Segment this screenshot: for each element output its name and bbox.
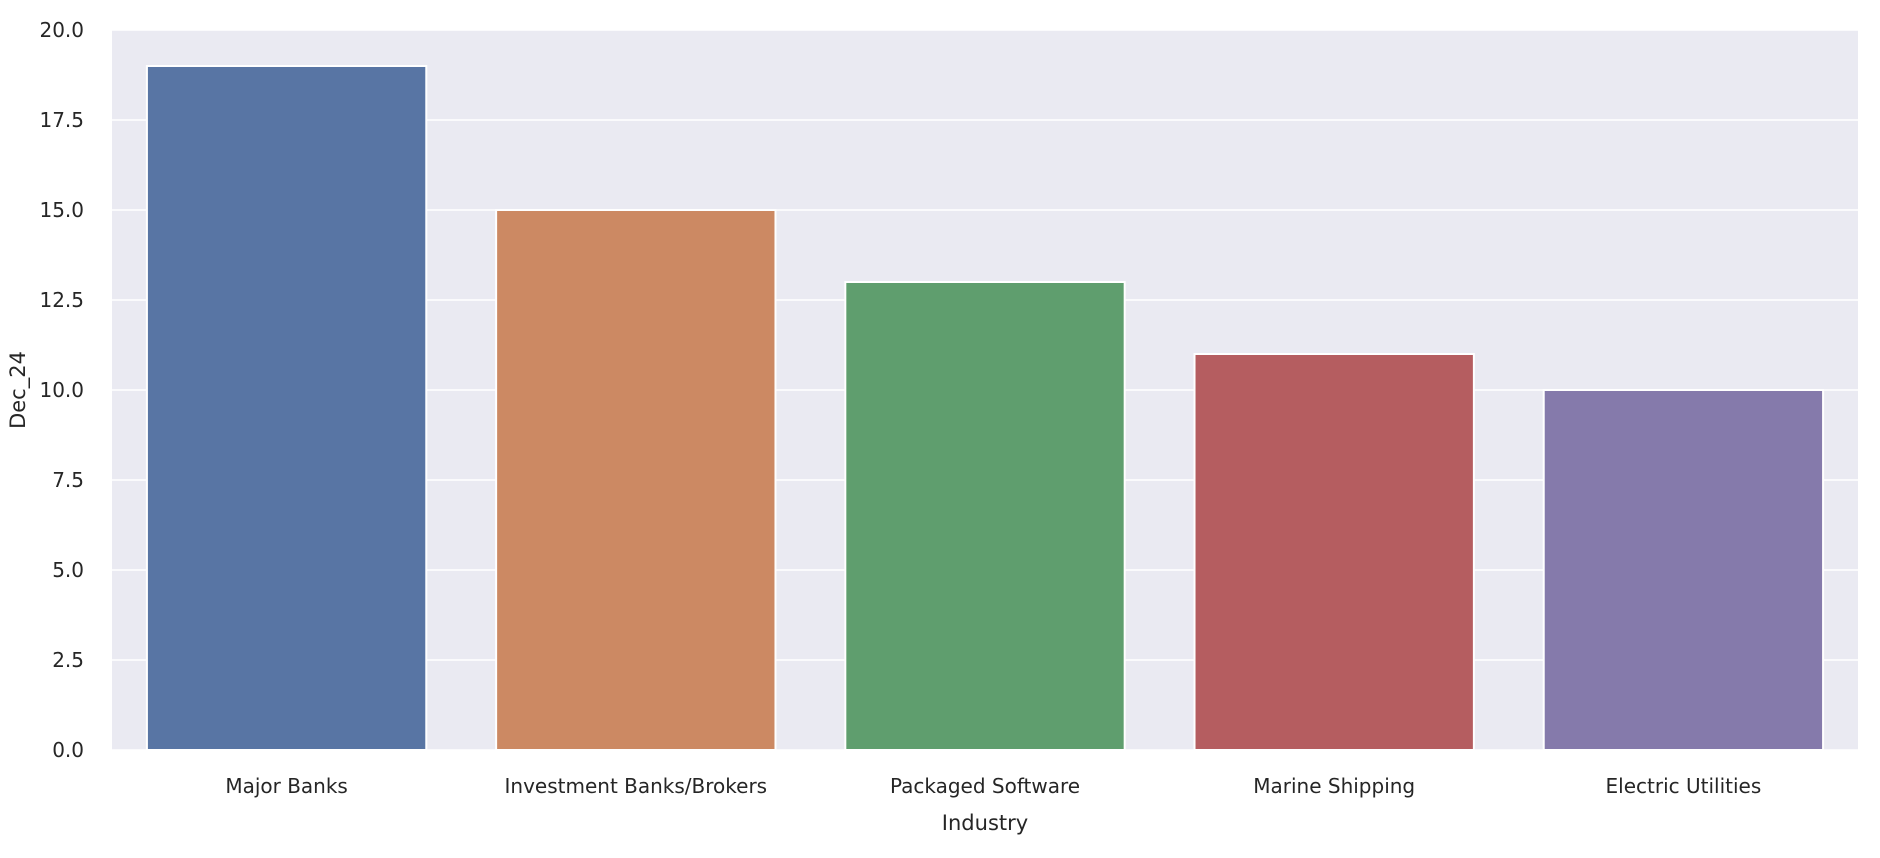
x-tick-label: Marine Shipping (1253, 774, 1415, 798)
bar (1542, 389, 1825, 751)
y-tick-label: 5.0 (52, 558, 84, 582)
y-tick-label: 7.5 (52, 468, 84, 492)
y-tick-label: 17.5 (39, 108, 84, 132)
x-tick-labels: Major Banks Investment Banks/Brokers Packa… (225, 774, 1761, 798)
x-tick-label: Major Banks (225, 774, 348, 798)
bar (1193, 353, 1475, 751)
bar (495, 209, 777, 751)
bar (145, 65, 428, 751)
bar (844, 281, 1126, 751)
y-tick-label: 12.5 (39, 288, 84, 312)
x-tick-label: Packaged Software (890, 774, 1080, 798)
x-tick-label: Investment Banks/Brokers (505, 774, 768, 798)
y-tick-label: 0.0 (52, 738, 84, 762)
x-tick-label: Electric Utilities (1606, 774, 1762, 798)
y-tick-label: 10.0 (39, 378, 84, 402)
x-axis-label: Industry (942, 811, 1028, 835)
y-axis-label: Dec_24 (6, 351, 31, 429)
bars (145, 65, 1825, 751)
y-tick-label: 2.5 (52, 648, 84, 672)
y-tick-label: 15.0 (39, 198, 84, 222)
y-tick-label: 20.0 (39, 18, 84, 42)
y-tick-labels: 0.0 2.5 5.0 7.5 10.0 12.5 15.0 17.5 20.0 (39, 18, 84, 762)
